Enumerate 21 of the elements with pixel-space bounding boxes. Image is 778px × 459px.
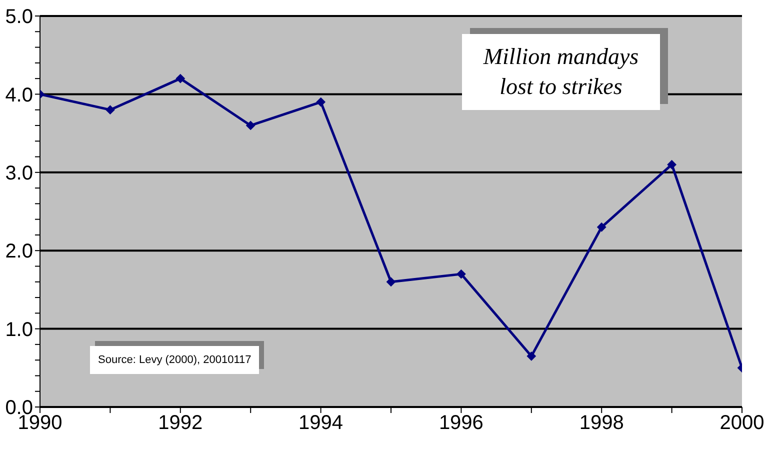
annotation: Source: Levy (2000), 20010117	[90, 346, 260, 374]
x-tick-label: 2000	[720, 412, 764, 434]
point	[597, 222, 606, 232]
y-tick-label: 5.0	[5, 6, 33, 28]
x-tick-label: 1992	[158, 412, 203, 434]
point	[456, 270, 466, 279]
point	[386, 277, 396, 286]
point	[106, 105, 115, 114]
point	[316, 98, 326, 107]
y-tick-label: 2.0	[5, 240, 33, 263]
x-tick-label: 1998	[579, 412, 624, 434]
text: Million mandays lost to strikes	[462, 34, 660, 110]
point	[176, 74, 185, 84]
point	[246, 120, 256, 130]
y-tick-label: 3.0	[5, 162, 33, 184]
point	[526, 352, 536, 361]
y-tick-label: 4.0	[5, 84, 33, 106]
point	[667, 160, 676, 170]
y-tick-label: 1.0	[5, 318, 33, 341]
x-tick-label: 1994	[298, 412, 344, 434]
x-tick-label: 1996	[438, 412, 484, 434]
